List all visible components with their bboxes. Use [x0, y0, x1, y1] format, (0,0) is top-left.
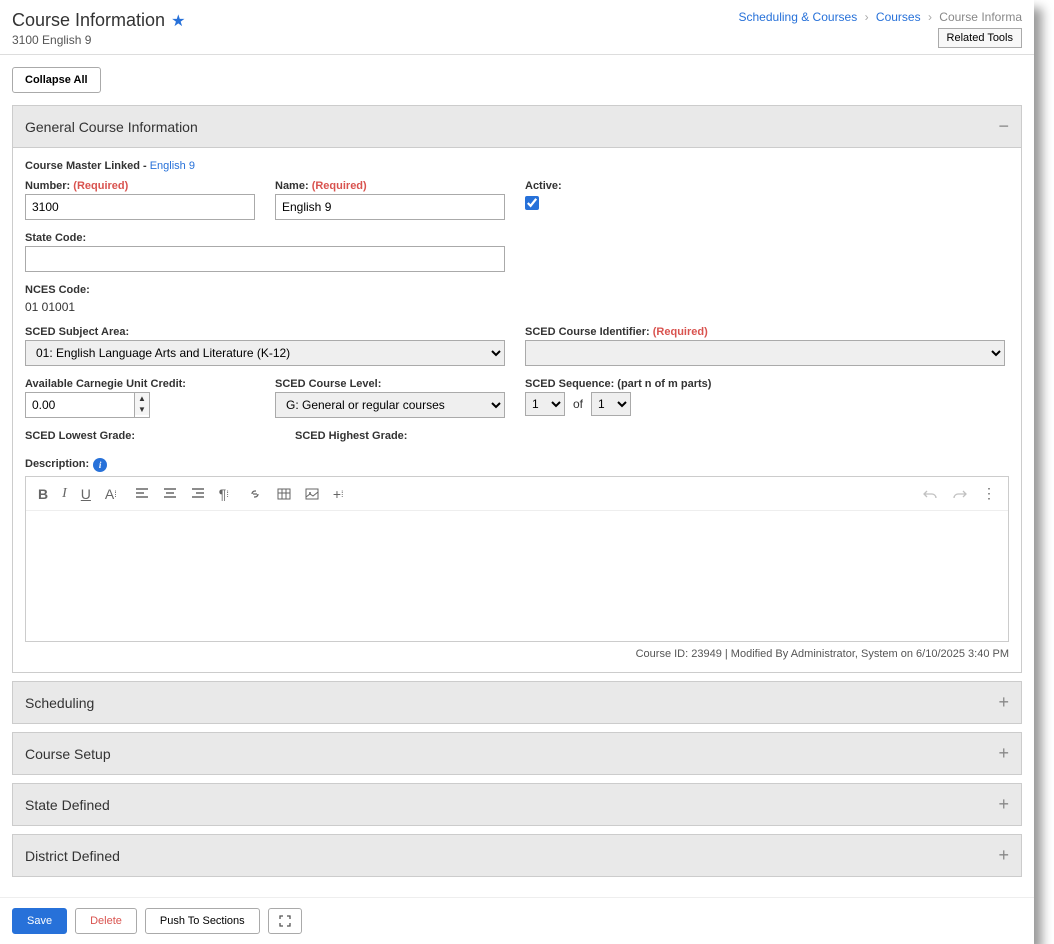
section-general-title: General Course Information [25, 119, 198, 135]
spinner-up-icon[interactable]: ▲ [135, 393, 149, 404]
sced-identifier-select[interactable] [525, 340, 1005, 366]
sced-subject-select[interactable]: 01: English Language Arts and Literature… [25, 340, 505, 366]
chevron-right-icon: › [928, 10, 932, 24]
required-marker: (Required) [653, 326, 708, 338]
carnegie-input[interactable] [25, 392, 135, 418]
required-marker: (Required) [312, 180, 367, 192]
name-input[interactable] [275, 194, 505, 220]
italic-icon[interactable]: I [62, 486, 67, 502]
related-tools-button[interactable]: Related Tools [938, 28, 1022, 48]
collapse-all-button[interactable]: Collapse All [12, 67, 101, 93]
link-icon[interactable] [247, 486, 263, 502]
required-marker: (Required) [73, 180, 128, 192]
section-district-defined[interactable]: District Defined + [12, 834, 1022, 877]
plus-icon: + [998, 845, 1009, 866]
sced-highest-label: SCED Highest Grade: [295, 430, 545, 442]
section-course-setup[interactable]: Course Setup + [12, 732, 1022, 775]
sced-seq-of: of [573, 397, 583, 411]
favorite-star-icon[interactable]: ★ [171, 11, 185, 31]
section-state-defined-title: State Defined [25, 797, 110, 813]
breadcrumb-courses[interactable]: Courses [876, 10, 921, 24]
sced-level-select[interactable]: G: General or regular courses [275, 392, 505, 418]
align-left-icon[interactable] [135, 486, 149, 502]
minus-icon: − [998, 116, 1009, 137]
underline-icon[interactable]: U [81, 486, 91, 502]
breadcrumb: Scheduling & Courses › Courses › Course … [739, 10, 1023, 24]
more-icon[interactable]: ⋮ [982, 485, 996, 502]
paragraph-icon[interactable]: ¶⁞ [219, 486, 229, 502]
carnegie-label: Available Carnegie Unit Credit: [25, 378, 255, 390]
active-checkbox[interactable] [525, 196, 539, 210]
state-code-input[interactable] [25, 246, 505, 272]
breadcrumb-current: Course Informa [939, 10, 1022, 24]
sced-identifier-label: SCED Course Identifier: [525, 326, 650, 338]
sced-level-label: SCED Course Level: [275, 378, 505, 390]
section-district-defined-title: District Defined [25, 848, 120, 864]
number-input[interactable] [25, 194, 255, 220]
undo-icon[interactable] [922, 485, 938, 502]
description-editor: B I U A⁞ ¶⁞ +⁞ [25, 476, 1009, 642]
plus-icon: + [998, 692, 1009, 713]
section-scheduling[interactable]: Scheduling + [12, 681, 1022, 724]
sced-subject-label: SCED Subject Area: [25, 326, 505, 338]
align-center-icon[interactable] [163, 486, 177, 502]
page-subtitle: 3100 English 9 [12, 33, 185, 47]
info-icon[interactable]: i [93, 458, 107, 472]
redo-icon[interactable] [952, 485, 968, 502]
modified-meta: Course ID: 23949 | Modified By Administr… [25, 648, 1009, 660]
number-label: Number: [25, 180, 70, 192]
sced-seq-m-select[interactable]: 1 [591, 392, 631, 416]
sced-seq-n-select[interactable]: 1 [525, 392, 565, 416]
state-code-label: State Code: [25, 232, 505, 244]
section-general[interactable]: General Course Information − [12, 105, 1022, 148]
course-master-link[interactable]: English 9 [150, 160, 195, 172]
description-label: Description: [25, 458, 89, 470]
nces-code-label: NCES Code: [25, 284, 90, 296]
spinner-down-icon[interactable]: ▼ [135, 404, 149, 415]
align-right-icon[interactable] [191, 486, 205, 502]
course-master-linked-label: Course Master Linked - [25, 160, 150, 172]
active-label: Active: [525, 180, 562, 192]
nces-code-value: 01 01001 [25, 300, 90, 314]
font-size-icon[interactable]: A⁞ [105, 486, 117, 502]
description-textarea[interactable] [26, 511, 1008, 641]
image-icon[interactable] [305, 486, 319, 502]
bold-icon[interactable]: B [38, 486, 48, 502]
section-course-setup-title: Course Setup [25, 746, 111, 762]
page-title: Course Information [12, 10, 165, 31]
sced-lowest-label: SCED Lowest Grade: [25, 430, 275, 442]
section-scheduling-title: Scheduling [25, 695, 94, 711]
table-icon[interactable] [277, 486, 291, 502]
name-label: Name: [275, 180, 309, 192]
breadcrumb-scheduling[interactable]: Scheduling & Courses [739, 10, 858, 24]
plus-icon: + [998, 794, 1009, 815]
plus-icon: + [998, 743, 1009, 764]
sced-sequence-label: SCED Sequence: (part n of m parts) [525, 378, 711, 390]
fullscreen-icon [279, 915, 291, 927]
insert-more-icon[interactable]: +⁞ [333, 486, 344, 502]
chevron-right-icon: › [865, 10, 869, 24]
section-state-defined[interactable]: State Defined + [12, 783, 1022, 826]
